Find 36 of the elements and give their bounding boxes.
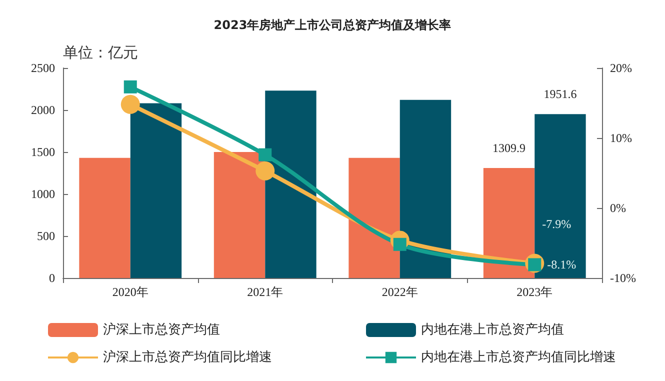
bar (214, 152, 266, 278)
y2-tick-label: 10% (610, 131, 632, 145)
y-tick-label: 2000 (31, 103, 55, 117)
point (258, 148, 272, 162)
bar (483, 168, 535, 278)
x-tick-label: 2022年 (382, 285, 418, 299)
legend-label: 沪深上市总资产均值同比增速 (103, 349, 272, 365)
y-tick-label: 2500 (31, 61, 55, 75)
x-tick-label: 2023年 (516, 285, 553, 299)
y2-tick-label: 20% (610, 61, 632, 75)
bar (348, 158, 400, 278)
legend-label: 沪深上市总资产均值 (103, 322, 220, 338)
data-label: 1309.9 (492, 140, 526, 155)
chart-title: 2023年房地产上市公司总资产均值及增长率 (214, 18, 452, 32)
y-tick-label: 1000 (31, 187, 55, 201)
bar (130, 103, 182, 278)
x-tick-label: 2020年 (112, 285, 148, 299)
bar (400, 100, 452, 278)
bar (265, 90, 316, 278)
y-axis-title: 单位：亿元 (63, 44, 138, 62)
legend-label: 内地在港上市总资产均值同比增速 (421, 350, 616, 365)
point (124, 80, 137, 94)
x-tick-label: 2021年 (247, 285, 284, 299)
legend-label: 内地在港上市总资产均值 (421, 322, 564, 338)
y-tick-label: 500 (37, 229, 55, 243)
y2-tick-label: -10% (610, 271, 636, 285)
y-tick-label: 0 (49, 271, 55, 285)
point (256, 161, 275, 180)
y-tick-label: 1500 (31, 145, 55, 159)
bar (534, 114, 586, 278)
data-label: 1951.6 (544, 87, 577, 102)
data-label: -7.9% (542, 216, 572, 231)
y2-tick-label: 0% (610, 201, 626, 215)
bar (79, 158, 130, 278)
point (120, 94, 140, 114)
data-label: -8.1% (547, 258, 576, 272)
